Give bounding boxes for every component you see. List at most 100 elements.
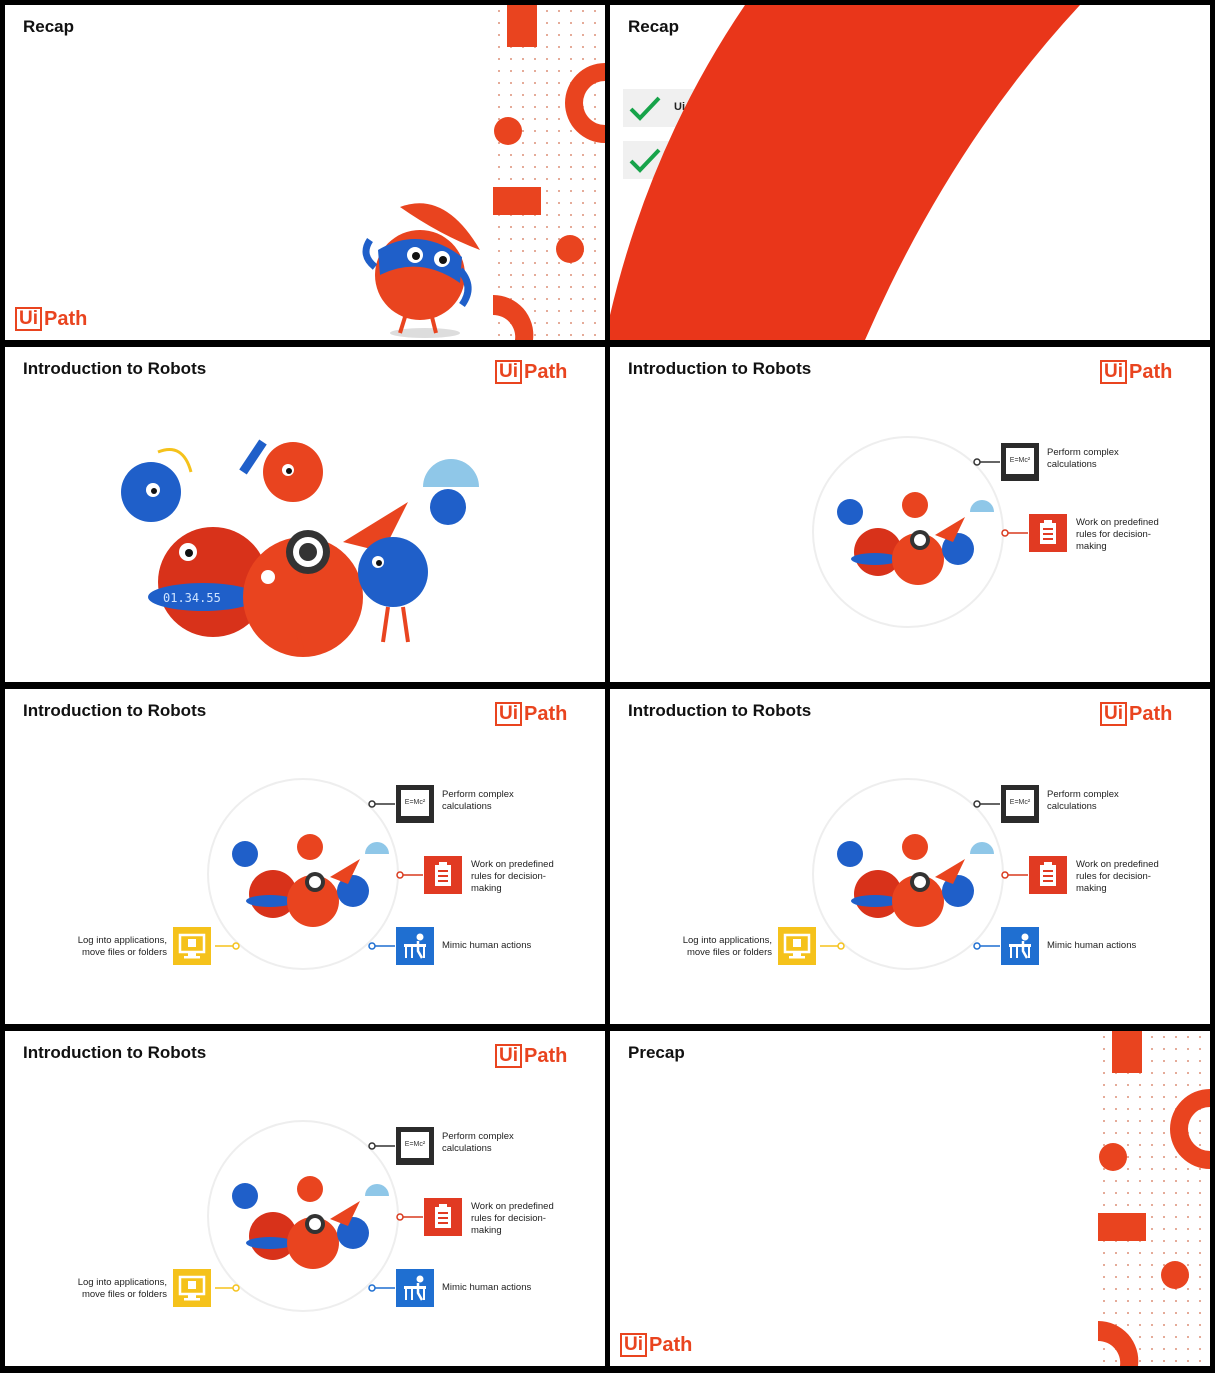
person-at-desk-icon	[396, 1269, 434, 1307]
feature-text: rules for decision-	[471, 871, 546, 882]
slide-title: Introduction to Robots	[628, 701, 812, 720]
check-icon	[629, 148, 661, 173]
feature-text: Log into applications,	[77, 935, 167, 946]
logo-ui: Ui	[1100, 360, 1127, 384]
slide-title: Recap	[628, 17, 680, 36]
feature-text: making	[471, 883, 502, 894]
feature-log: Log into applications, move files or fol…	[78, 935, 167, 959]
feature-text: move files or folders	[81, 947, 167, 958]
slide-title: Introduction to Robots	[628, 359, 812, 378]
feature-text: move files or folders	[686, 947, 772, 958]
check-icon	[629, 96, 661, 121]
swoosh-transition-shape	[610, 5, 1080, 340]
feature-text: Work on predefined	[1076, 517, 1159, 528]
robots-group-icon	[837, 834, 994, 927]
slide-title: Recap	[23, 17, 75, 36]
logo-ui: Ui	[1100, 702, 1127, 726]
diagram-ring	[812, 436, 1028, 628]
feature-text: calculations	[1047, 801, 1097, 812]
logo-ui: Ui	[620, 1333, 647, 1357]
clipboard-list-icon	[1029, 856, 1067, 894]
robots-group-icon: 01.34.55	[121, 439, 479, 657]
diagram-ring	[812, 778, 1028, 970]
feature-text: Mimic human actions	[442, 940, 532, 951]
dot-pattern	[493, 5, 605, 340]
feature-text: rules for decision-	[471, 1213, 546, 1224]
uipath-logo: Ui Path	[1100, 360, 1172, 384]
formula-board-icon: E=Mc²	[396, 1127, 434, 1165]
feature-text: Work on predefined	[1076, 859, 1159, 870]
clipboard-list-icon	[424, 856, 462, 894]
robots-group-icon	[232, 1176, 389, 1269]
feature-log: Log into applications, move files or fol…	[683, 935, 772, 959]
feature-text: Work on predefined	[471, 1201, 554, 1212]
logo-ui: Ui	[495, 360, 522, 384]
uipath-logo: Ui Path	[15, 307, 87, 331]
feature-rules: Work on predefined rules for decision- m…	[1076, 859, 1159, 895]
slide-intro-robots-3: Introduction to Robots Ui Path E=Mc² Per…	[5, 689, 605, 1024]
feature-log: Log into applications, move files or fol…	[78, 1277, 167, 1301]
feature-text: rules for decision-	[1076, 529, 1151, 540]
feature-text: calculations	[442, 801, 492, 812]
logo-ui: Ui	[495, 1044, 522, 1068]
robot-mascot-icon	[362, 203, 480, 338]
clipboard-list-icon	[1029, 514, 1067, 552]
feature-rules: Work on predefined rules for decision- m…	[1076, 517, 1159, 553]
formula-board-icon: E=Mc²	[1001, 785, 1039, 823]
feature-mimic: Mimic human actions	[442, 1282, 531, 1294]
formula-board-icon: E=Mc²	[396, 785, 434, 823]
clipboard-list-icon	[424, 1198, 462, 1236]
slide-title: Precap	[628, 1043, 685, 1062]
dot-pattern	[1098, 1031, 1210, 1366]
logo-ui: Ui	[15, 307, 42, 331]
logo-path: Path	[524, 1044, 568, 1067]
feature-text: making	[471, 1225, 502, 1236]
robot-display-text: 01.34.55	[163, 591, 221, 605]
feature-text: Mimic human actions	[442, 1282, 532, 1293]
diagram-ring	[207, 778, 423, 970]
emc-label: E=Mc²	[1006, 448, 1034, 474]
logo-path: Path	[44, 307, 88, 330]
slide-intro-robots-1: Introduction to Robots Ui Path 01.34.55	[5, 347, 605, 682]
monitor-icon	[778, 927, 816, 965]
emc-label: E=Mc²	[401, 790, 429, 816]
feature-text: Log into applications,	[77, 1277, 167, 1288]
uipath-logo: Ui Path	[495, 702, 567, 726]
feature-text: making	[1076, 883, 1107, 894]
slide-intro-robots-5: Introduction to Robots Ui Path E=Mc² Per…	[5, 1031, 605, 1366]
robots-group-icon	[232, 834, 389, 927]
feature-text: calculations	[442, 1143, 492, 1154]
uipath-logo: Ui Path	[620, 1333, 692, 1357]
feature-text: move files or folders	[81, 1289, 167, 1300]
slide-intro-robots-4: Introduction to Robots Ui Path E=Mc² Per…	[610, 689, 1210, 1024]
logo-path: Path	[524, 360, 568, 383]
slide-title: Introduction to Robots	[23, 359, 207, 378]
formula-board-icon: E=Mc²	[1001, 443, 1039, 481]
feature-text: making	[1076, 541, 1107, 552]
logo-ui: Ui	[495, 702, 522, 726]
feature-calc: Perform complex calculations	[442, 1131, 514, 1155]
uipath-logo: Ui Path	[1100, 702, 1172, 726]
feature-text: calculations	[1047, 459, 1097, 470]
robots-group-icon	[837, 492, 994, 585]
person-at-desk-icon	[1001, 927, 1039, 965]
feature-calc: Perform complex calculations	[442, 789, 514, 813]
slide-intro-robots-2: Introduction to Robots Ui Path E=Mc² Per…	[610, 347, 1210, 682]
feature-mimic: Mimic human actions	[442, 940, 531, 952]
feature-text: Perform complex	[442, 789, 514, 800]
logo-path: Path	[1129, 702, 1173, 725]
feature-rules: Work on predefined rules for decision- m…	[471, 859, 554, 895]
diagram-ring	[207, 1120, 423, 1312]
feature-text: Perform complex	[1047, 789, 1119, 800]
feature-text: rules for decision-	[1076, 871, 1151, 882]
feature-calc: Perform complex calculations	[1047, 789, 1119, 813]
decorative-shapes	[1098, 1031, 1210, 1366]
decorative-shapes	[493, 5, 605, 340]
feature-text: Log into applications,	[682, 935, 772, 946]
feature-text: Perform complex	[442, 1131, 514, 1142]
feature-text: Work on predefined	[471, 859, 554, 870]
logo-path: Path	[649, 1333, 693, 1356]
uipath-logo: Ui Path	[495, 1044, 567, 1068]
feature-text: Mimic human actions	[1047, 940, 1137, 951]
feature-mimic: Mimic human actions	[1047, 940, 1136, 952]
